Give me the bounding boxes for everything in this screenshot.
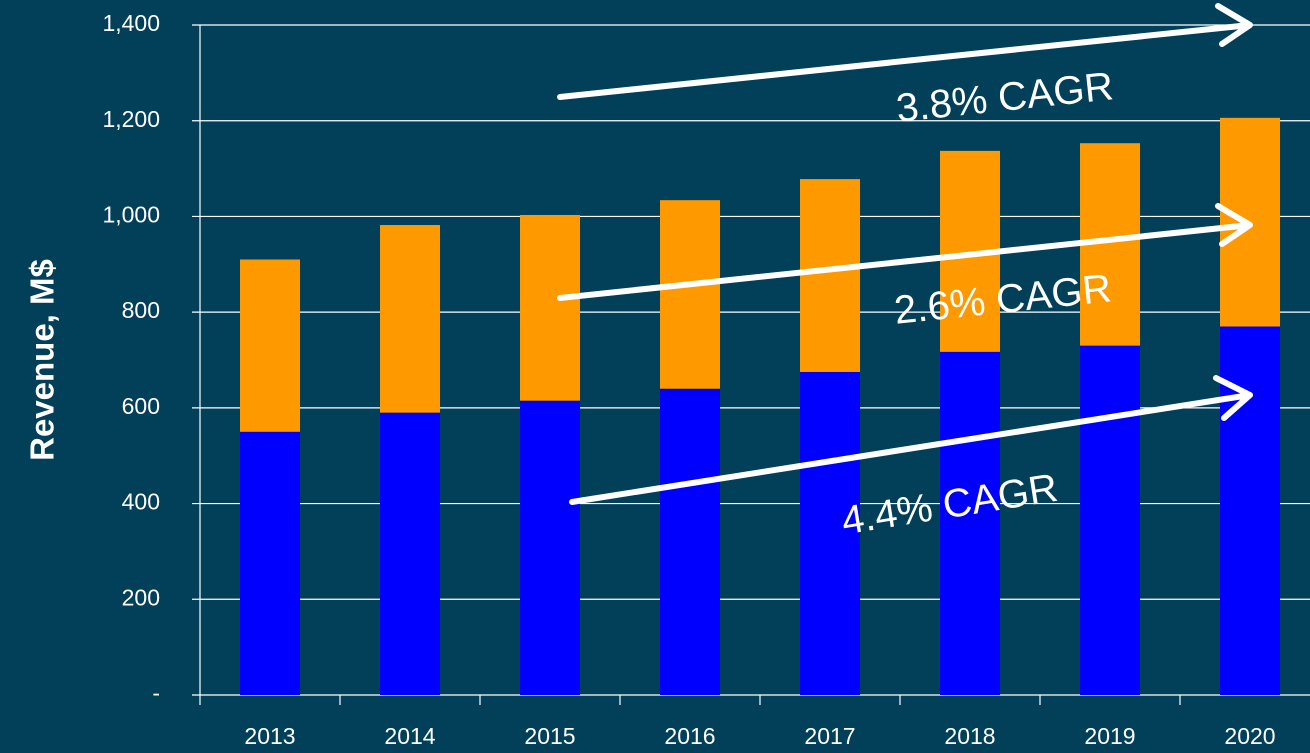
bar-segment xyxy=(380,225,440,413)
y-tick-label: 200 xyxy=(122,584,160,610)
bar-segment xyxy=(1080,345,1140,695)
plot-area: - 200 400 600 800 1,000 1,200 1,400 2013 2014 2015… xyxy=(102,10,1310,749)
bar-segment xyxy=(380,412,440,695)
x-tick-label: 2016 xyxy=(664,723,715,749)
y-tick-label: - xyxy=(152,680,160,706)
arrow xyxy=(569,375,1253,505)
x-tick-label: 2013 xyxy=(244,723,295,749)
y-tick-label: 800 xyxy=(122,297,160,323)
bar-segment xyxy=(240,259,300,432)
bar-segment xyxy=(660,200,720,389)
x-tick-label: 2018 xyxy=(944,723,995,749)
y-tick-label: 400 xyxy=(122,489,160,515)
arrows xyxy=(557,3,1253,505)
bar-segment xyxy=(800,371,860,695)
bar-segment xyxy=(800,179,860,372)
y-tick-label: 600 xyxy=(122,393,160,419)
x-tick-label: 2017 xyxy=(804,723,855,749)
arrow xyxy=(557,203,1253,301)
bar-segment xyxy=(240,431,300,695)
y-tick-label: 1,400 xyxy=(102,10,160,36)
x-tick-label: 2015 xyxy=(524,723,575,749)
bar-segment xyxy=(520,214,580,401)
arrow xyxy=(557,3,1253,100)
x-tick-label: 2014 xyxy=(384,723,435,749)
x-tick-label: 2020 xyxy=(1224,723,1275,749)
bar-segment xyxy=(940,351,1000,695)
y-tick-label: 1,000 xyxy=(102,202,160,228)
y-axis-label: Revenue, M$ xyxy=(24,259,61,461)
x-tick-label: 2019 xyxy=(1084,723,1135,749)
y-tick-label: 1,200 xyxy=(102,106,160,132)
bar-segment xyxy=(660,388,720,695)
bar-segment xyxy=(520,400,580,695)
